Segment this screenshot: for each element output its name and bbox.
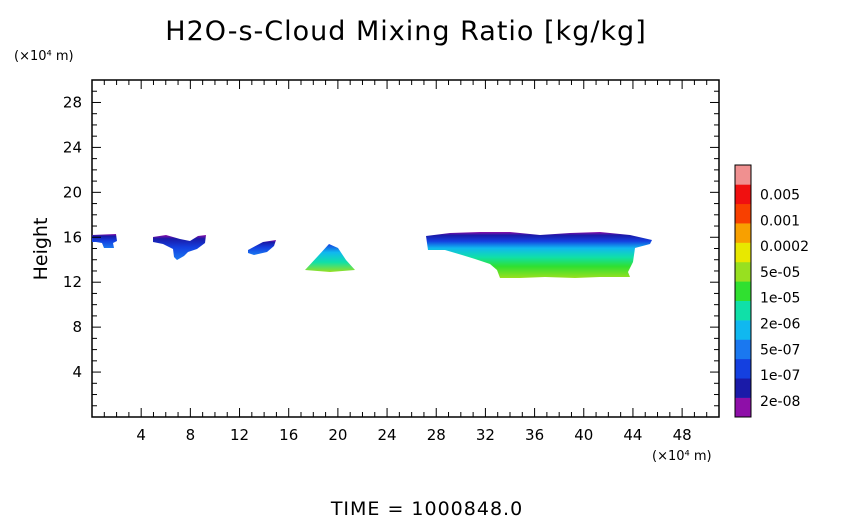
x-ticks: [103, 80, 708, 417]
x-tick-label: 32: [476, 426, 495, 444]
cloud-region-4: [305, 244, 355, 272]
colorbar-label: 5e-05: [760, 265, 800, 281]
colorbar-label: 0.005: [760, 188, 800, 204]
colorbar-label: 1e-07: [760, 368, 800, 384]
y-tick-label: 28: [63, 93, 82, 111]
x-tick-label: 8: [186, 426, 196, 444]
colorbar-label: 5e-07: [760, 342, 800, 358]
colorbar: [734, 164, 752, 418]
colorbar-swatch: [735, 261, 751, 282]
y-ticks: [92, 90, 719, 407]
x-tick-label: 44: [623, 426, 642, 444]
cloud-region-1: [92, 234, 117, 248]
cloud-region-5: [426, 232, 652, 278]
cloud-region-2: [153, 235, 206, 260]
y-tick-label: 12: [63, 273, 82, 291]
x-unit-label: (×10⁴ m): [652, 449, 712, 464]
x-tick-label: 12: [230, 426, 249, 444]
colorbar-swatch: [735, 281, 751, 301]
cloud-region-3: [248, 240, 276, 255]
cloud-field: [92, 232, 652, 278]
x-tick-label: 40: [574, 426, 593, 444]
x-tick-labels: 4 8 12 16 20 24 28 32 36 40 44 48: [136, 426, 691, 444]
x-tick-label: 16: [279, 426, 298, 444]
colorbar-swatch: [735, 223, 751, 243]
colorbar-labels: 2e-08 1e-07 5e-07 2e-06 1e-05 5e-05 0.0002 0.00…: [760, 188, 809, 410]
colorbar-swatch: [735, 165, 751, 185]
y-tick-label: 16: [63, 228, 82, 246]
colorbar-label: 0.001: [760, 213, 800, 229]
chart-title: H2O-s-Cloud Mixing Ratio [kg/kg]: [165, 16, 646, 47]
colorbar-swatch: [735, 358, 751, 379]
x-tick-label: 36: [525, 426, 544, 444]
y-tick-label: 24: [63, 138, 82, 156]
y-tick-labels: 4 8 12 16 20 24 28: [63, 93, 82, 381]
y-tick-label: 4: [72, 363, 82, 381]
x-tick-label: 28: [427, 426, 446, 444]
y-unit-label: (×10⁴ m): [14, 49, 74, 64]
colorbar-swatch: [735, 203, 751, 224]
colorbar-swatch: [735, 184, 751, 205]
colorbar-label: 0.0002: [760, 239, 809, 255]
time-footer: TIME = 1000848.0: [330, 498, 523, 519]
colorbar-label: 2e-08: [760, 394, 800, 410]
x-tick-label: 48: [673, 426, 692, 444]
x-tick-label: 4: [136, 426, 146, 444]
colorbar-frame: [734, 164, 752, 418]
colorbar-swatch: [735, 300, 751, 321]
colorbar-label: 2e-06: [760, 316, 800, 332]
colorbar-swatch: [735, 242, 751, 263]
y-tick-label: 8: [72, 318, 82, 336]
colorbar-swatch: [735, 397, 751, 418]
x-tick-label: 20: [328, 426, 347, 444]
y-axis-title: Height: [30, 218, 52, 281]
colorbar-label: 1e-05: [760, 291, 800, 307]
colorbar-swatch: [735, 378, 751, 398]
colorbar-swatch: [735, 320, 751, 340]
colorbar-swatch: [735, 339, 751, 360]
y-tick-label: 20: [63, 183, 82, 201]
x-tick-label: 24: [378, 426, 397, 444]
